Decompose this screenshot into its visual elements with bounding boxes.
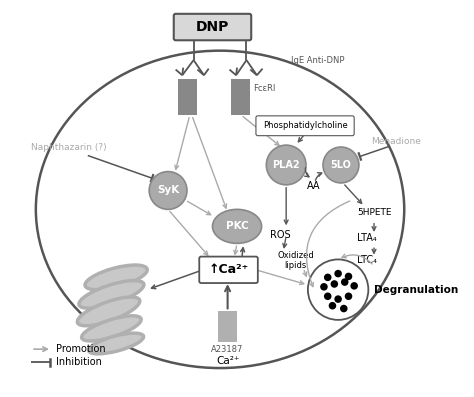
Text: SyK: SyK — [157, 185, 179, 195]
Text: Naphthazarin (?): Naphthazarin (?) — [31, 143, 107, 152]
Circle shape — [345, 293, 352, 300]
Text: DNP: DNP — [196, 20, 229, 34]
Ellipse shape — [82, 316, 141, 341]
Circle shape — [320, 283, 328, 291]
Circle shape — [266, 145, 306, 185]
Circle shape — [345, 273, 352, 280]
Text: Promotion: Promotion — [55, 344, 105, 354]
Circle shape — [149, 172, 187, 209]
Circle shape — [323, 147, 359, 183]
Ellipse shape — [212, 209, 262, 243]
Text: LTA₄: LTA₄ — [357, 233, 377, 243]
Text: IgE Anti-DNP: IgE Anti-DNP — [291, 56, 345, 65]
FancyBboxPatch shape — [199, 256, 258, 283]
Circle shape — [330, 280, 338, 288]
Circle shape — [328, 302, 336, 310]
Bar — [179, 79, 197, 115]
Text: ROS: ROS — [270, 230, 291, 240]
Circle shape — [334, 270, 342, 278]
Bar — [218, 311, 237, 341]
Text: Degranulation: Degranulation — [374, 285, 458, 295]
FancyBboxPatch shape — [256, 116, 354, 136]
Text: PKC: PKC — [226, 222, 248, 231]
Text: AA: AA — [307, 181, 320, 191]
Text: PLA2: PLA2 — [273, 160, 300, 170]
Text: 5LO: 5LO — [330, 160, 351, 170]
Text: Oxidized
lipids: Oxidized lipids — [277, 251, 314, 270]
Text: Inhibition: Inhibition — [55, 357, 101, 367]
Text: Ca²⁺: Ca²⁺ — [216, 355, 239, 366]
Circle shape — [334, 295, 342, 303]
FancyBboxPatch shape — [174, 14, 251, 40]
Ellipse shape — [89, 333, 144, 354]
Ellipse shape — [77, 297, 140, 326]
Circle shape — [350, 282, 358, 290]
Text: ↑Ca²⁺: ↑Ca²⁺ — [209, 263, 249, 276]
Bar — [231, 79, 250, 115]
Ellipse shape — [85, 265, 147, 290]
Text: LTC₄: LTC₄ — [357, 255, 377, 265]
Text: A23187: A23187 — [211, 345, 244, 354]
Text: FcεRI: FcεRI — [253, 84, 275, 93]
Ellipse shape — [79, 281, 144, 308]
Circle shape — [324, 293, 331, 300]
Text: 5HPETE: 5HPETE — [357, 208, 392, 217]
Text: Menadione: Menadione — [371, 137, 421, 146]
Circle shape — [308, 259, 368, 320]
Circle shape — [324, 274, 331, 281]
Circle shape — [341, 278, 348, 286]
Text: Phosphatidylcholine: Phosphatidylcholine — [263, 121, 347, 130]
Circle shape — [340, 305, 347, 312]
